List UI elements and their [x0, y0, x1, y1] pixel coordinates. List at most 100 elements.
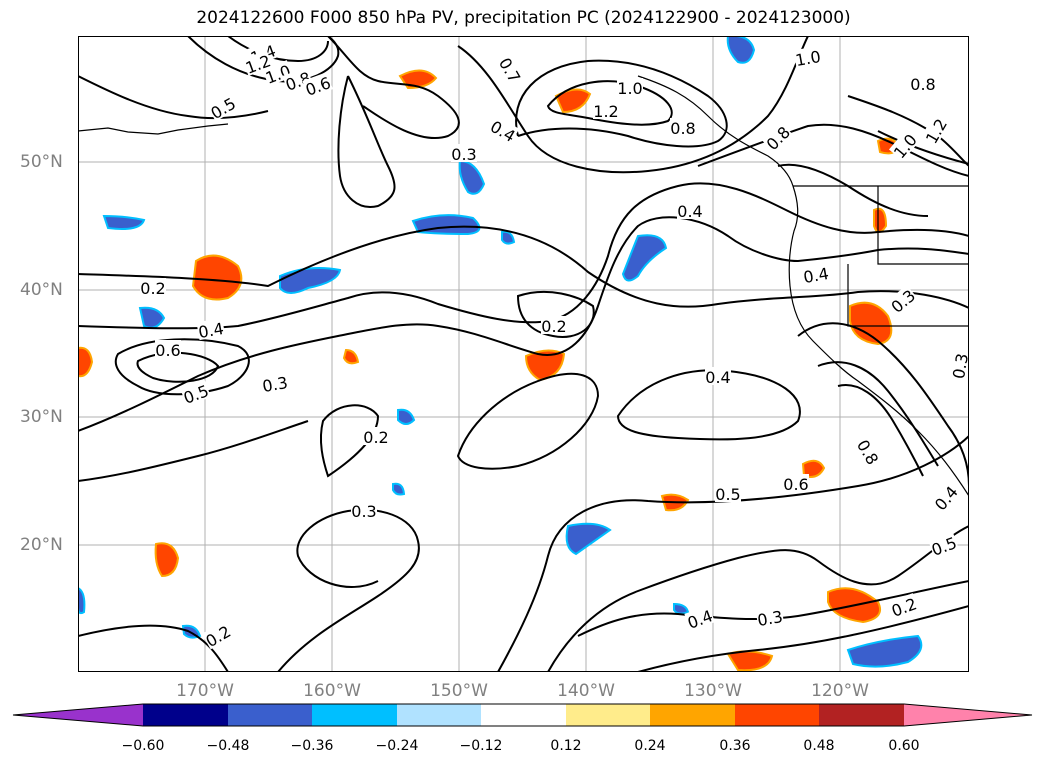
contour-label-bg	[888, 129, 920, 162]
contour-label-bg	[541, 316, 567, 334]
contour-label: 0.3	[351, 502, 376, 521]
lat-label-30n: 30°N	[20, 407, 63, 427]
contour-label: 0.2	[889, 594, 919, 621]
contour-label-bg	[910, 74, 936, 92]
contour-label: 0.3	[949, 352, 969, 380]
lat-label-50n: 50°N	[20, 152, 63, 172]
lon-label-130w: 130°W	[684, 681, 742, 701]
contour-label-bg	[677, 201, 703, 219]
lat-label-40n: 40°N	[20, 280, 63, 300]
contour-label-bg	[487, 115, 520, 145]
contour-label-bg	[854, 435, 884, 468]
colorbar-tick: 0.60	[888, 738, 920, 754]
contour-label-bg	[888, 593, 919, 619]
colorbar-segment	[397, 704, 481, 726]
contour-label-bg	[140, 278, 166, 296]
colorbar	[12, 703, 1033, 727]
colorbar-tick: −0.36	[290, 738, 334, 754]
contour-label-bg	[451, 144, 477, 162]
lon-label-140w: 140°W	[557, 681, 615, 701]
precip-patch	[565, 522, 612, 556]
contour-label: 1.2	[593, 102, 618, 121]
precip-negative-patches	[78, 36, 923, 668]
colorbar-segment	[143, 704, 228, 726]
contour-label: 0.6	[783, 475, 808, 494]
contour-label-bg	[920, 114, 950, 147]
contour-label-bg	[928, 532, 959, 558]
colorbar-tick: 0.12	[550, 738, 582, 754]
contour-label: 1.0	[794, 47, 822, 70]
contour-label: 0.4	[487, 117, 519, 146]
colorbar-segment	[904, 704, 1032, 726]
precip-patch	[138, 306, 166, 329]
contour-label: 0.8	[853, 436, 882, 468]
contour-label: 0.2	[363, 428, 388, 447]
colorbar-tick: −0.24	[375, 738, 419, 754]
precip-patch	[621, 234, 668, 282]
colorbar-tick: −0.60	[121, 738, 165, 754]
lon-label-120w: 120°W	[811, 681, 869, 701]
colorbar-segment	[13, 704, 143, 726]
pv-contours	[78, 36, 969, 672]
colorbar-tick: −0.12	[459, 738, 503, 754]
contour-label: 0.7	[495, 54, 524, 86]
contour-label-bg	[351, 501, 377, 519]
map-canvas: 1.41.21.00.80.60.51.01.20.70.40.31.00.80…	[78, 36, 969, 672]
precip-patch	[392, 482, 406, 496]
contour-label-bg	[801, 262, 831, 286]
colorbar-tick: 0.48	[803, 738, 835, 754]
contour-label-bg	[715, 484, 741, 502]
contour-label: 0.2	[140, 279, 165, 298]
contour-label: 0.8	[670, 119, 695, 138]
map-panel[interactable]: 1.41.21.00.80.60.51.01.20.70.40.31.00.80…	[78, 36, 969, 672]
contour-label: 1.0	[617, 79, 642, 98]
colorbar-segment	[650, 704, 735, 726]
precip-patch	[78, 586, 86, 615]
contour-label-bg	[684, 605, 715, 631]
colorbar-segment	[735, 704, 819, 726]
precip-patch	[873, 207, 888, 233]
contour-label: 0.4	[802, 264, 830, 287]
contour-labels: 1.41.21.00.80.60.51.01.20.70.40.31.00.80…	[140, 40, 969, 651]
contour-label: 0.4	[705, 368, 730, 387]
lon-label-150w: 150°W	[430, 681, 488, 701]
precip-positive-patches	[78, 69, 902, 672]
contour-label-bg	[196, 317, 226, 341]
precip-patch	[501, 230, 516, 245]
contour-label: 0.5	[929, 533, 959, 560]
contour-label-bg	[617, 78, 643, 96]
gridlines	[78, 36, 969, 672]
precip-patch	[154, 542, 180, 578]
contour-label: 0.3	[756, 607, 784, 630]
contour-label-bg	[206, 92, 239, 122]
contour-label: 0.8	[763, 123, 794, 154]
colorbar-segment	[312, 704, 397, 726]
contour-label-bg	[201, 620, 234, 650]
precip-patch	[524, 349, 566, 382]
coastlines	[78, 75, 969, 497]
contour-label: 0.6	[155, 341, 180, 360]
colorbar-segment	[228, 704, 312, 726]
precip-patch	[726, 650, 774, 672]
precip-patch	[397, 408, 416, 425]
contour-label: 0.5	[715, 485, 740, 504]
precip-patch	[191, 254, 243, 301]
contour-label: 0.3	[451, 145, 476, 164]
contour-label: 0.2	[541, 317, 566, 336]
precip-patch	[279, 267, 342, 294]
precip-patch	[458, 159, 486, 195]
precip-patch	[673, 602, 690, 615]
precip-patch	[554, 88, 592, 114]
contour-label-bg	[783, 474, 809, 492]
precip-patch	[342, 348, 360, 365]
contour-label-bg	[755, 605, 785, 629]
contour-label-bg	[496, 53, 526, 86]
colorbar-segment	[481, 704, 566, 726]
contour-label-bg	[793, 45, 823, 69]
contour-label-bg	[260, 371, 290, 395]
contour-label: 0.4	[931, 482, 962, 514]
lat-label-20n: 20°N	[20, 535, 63, 555]
contour-label-bg	[947, 351, 969, 381]
precip-patch	[78, 346, 94, 378]
contour-label-bg	[593, 101, 619, 119]
